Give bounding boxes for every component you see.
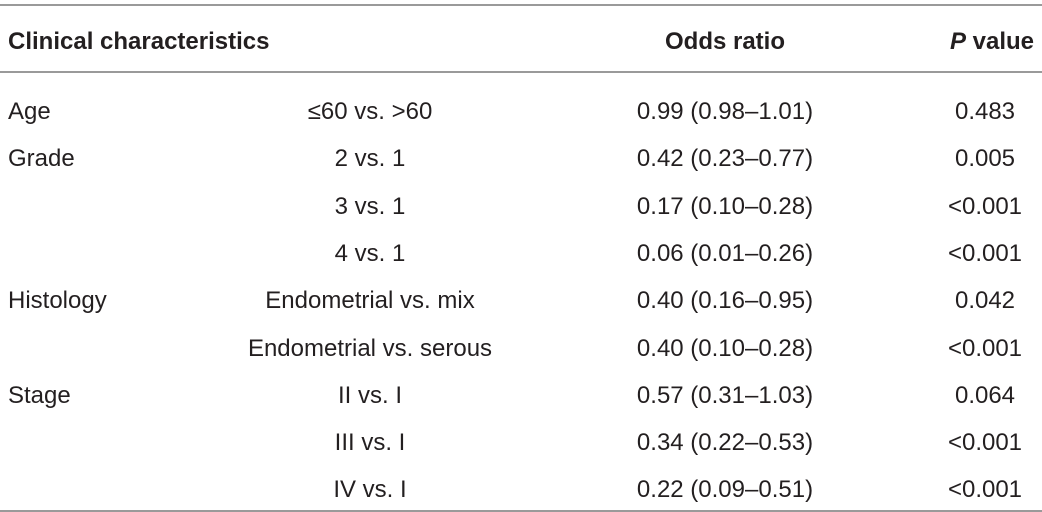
p-value-cell: <0.001 [947,239,1023,267]
odds-ratio-cell: 0.17 (0.10–0.28) [636,192,814,220]
comparison-cell: ≤60 vs. >60 [307,98,433,125]
odds-ratio-cell: 0.40 (0.16–0.95) [636,287,814,315]
characteristic-cell: Stage [8,381,71,409]
p-value-cell: 0.042 [954,287,1016,315]
odds-ratio-cell: 0.34 (0.22–0.53) [636,429,814,457]
p-value-cell: <0.001 [947,429,1023,457]
odds-ratio-cell: 0.99 (0.98–1.01) [636,98,814,125]
top-rule [0,4,1042,6]
odds-ratio-cell: 0.40 (0.10–0.28) [636,334,814,362]
header-text: value [972,28,1034,55]
comparison-cell: IV vs. I [333,476,407,504]
p-value-cell: <0.001 [947,192,1023,220]
p-value-cell: <0.001 [947,334,1023,362]
header-cell: Clinical characteristics [8,28,270,55]
p-value-cell: <0.001 [947,476,1023,504]
comparison-cell: 3 vs. 1 [334,192,406,220]
header-italic: P [949,28,966,55]
bottom-rule [0,510,1042,512]
comparison-cell: 4 vs. 1 [334,239,406,267]
comparison-cell: II vs. I [337,381,402,409]
odds-ratio-cell: 0.42 (0.23–0.77) [636,145,814,173]
comparison-cell: 2 vs. 1 [334,145,406,173]
characteristic-cell: Grade [8,145,75,173]
comparison-cell: Endometrial vs. mix [265,287,475,315]
p-value-cell: 0.005 [954,145,1016,173]
header-cell: P value [950,27,1034,57]
characteristic-cell: Age [8,98,51,125]
odds-ratio-cell: 0.06 (0.01–0.26) [636,239,814,267]
characteristic-cell: Histology [8,287,107,315]
comparison-cell: III vs. I [334,429,406,457]
p-value-cell: 0.064 [954,381,1016,409]
odds-ratio-cell: 0.57 (0.31–1.03) [636,381,814,409]
comparison-cell: Endometrial vs. serous [247,334,493,362]
header-rule [0,71,1042,73]
p-value-cell: 0.483 [954,98,1016,125]
odds-ratio-cell: 0.22 (0.09–0.51) [636,476,814,504]
header-cell: Odds ratio [664,28,785,55]
